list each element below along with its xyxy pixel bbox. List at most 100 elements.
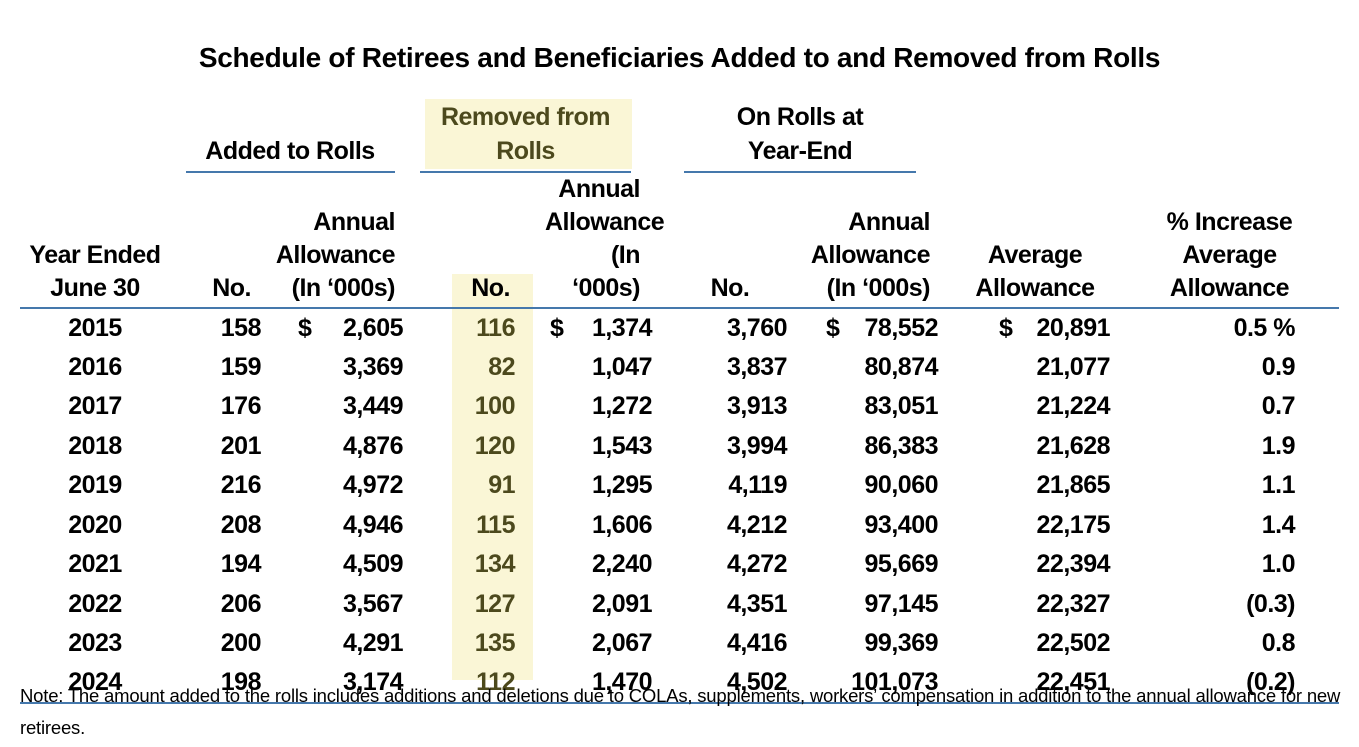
onrolls-allowance-cell: 101,073	[795, 663, 950, 704]
average-allowance-cell: 21,224	[950, 387, 1120, 427]
onrolls-no-cell: 4,416	[726, 629, 788, 658]
average-allowance-value: 21,224	[1036, 392, 1111, 421]
added-allowance-value: 3,567	[342, 589, 404, 618]
added-no-cell: 176	[220, 392, 262, 421]
year-cell: 2015	[68, 313, 122, 342]
removed-allowance-value: 2,091	[591, 589, 653, 618]
average-allowance-cell: 22,327	[950, 585, 1120, 625]
onrolls-no-cell: 4,272	[726, 550, 788, 579]
table-row: 2019 216 4,972 91 1,295 4,119 90,060 21,…	[20, 466, 1339, 506]
average-allowance-value: 22,327	[1036, 589, 1111, 618]
pct-increase-cell: 1.9	[1261, 431, 1296, 460]
table-row: 2015 158 $2,605 116 $1,374 3,760 $78,552…	[20, 308, 1339, 348]
onrolls-no-cell: 4,212	[726, 510, 788, 539]
added-allowance-value: 4,291	[342, 629, 404, 658]
onrolls-allowance-value: 101,073	[851, 668, 938, 697]
allowance-header-line1: Annual	[558, 175, 640, 203]
note-text: Note: The amount added to the rolls incl…	[20, 685, 1341, 738]
removed-allowance-value: 1,543	[591, 431, 653, 460]
retirees-schedule-table: Added to Rolls Removed from Rolls On Rol…	[20, 100, 1339, 704]
spacer-cell	[1120, 100, 1339, 173]
group-header-onrolls-cell: On Rolls at Year-End	[665, 100, 950, 173]
average-allowance-column-header: Average Allowance	[950, 173, 1120, 309]
onrolls-allowance-value: 90,060	[864, 471, 939, 500]
onrolls-no-cell: 3,837	[726, 352, 788, 381]
average-header-line1: Average	[987, 241, 1083, 269]
onrolls-allowance-value: 93,400	[864, 510, 939, 539]
added-allowance-cell: 3,449	[265, 387, 410, 427]
pct-increase-cell: 1.0	[1261, 550, 1296, 579]
added-allowance-cell: 3,174	[265, 663, 410, 704]
removed-allowance-cell: 1,470	[545, 663, 665, 704]
added-no-cell: 206	[220, 589, 262, 618]
removed-allowance-value: 2,067	[591, 629, 653, 658]
onrolls-allowance-cell: 97,145	[795, 585, 950, 625]
average-allowance-cell: 22,502	[950, 624, 1120, 664]
onrolls-allowance-cell: 83,051	[795, 387, 950, 427]
year-cell: 2022	[68, 589, 122, 618]
onrolls-allowance-value: 80,874	[864, 352, 939, 381]
group-header-onrolls-line1: On Rolls at	[736, 103, 864, 131]
removed-allowance-cell: 2,091	[545, 585, 665, 625]
allowance-header-line2: Allowance	[810, 241, 931, 269]
average-allowance-cell: 21,077	[950, 348, 1120, 388]
allowance-header-line2: Allowance	[545, 208, 665, 236]
removed-allowance-cell: 2,067	[545, 624, 665, 664]
added-allowance-cell: 4,946	[265, 506, 410, 546]
removed-allowance-value: 1,606	[591, 510, 653, 539]
removed-allowance-cell: 2,240	[545, 545, 665, 585]
pct-header-line3: Allowance	[1169, 274, 1290, 302]
added-allowance-value: 4,509	[342, 550, 404, 579]
pct-increase-cell: (0.2)	[1120, 663, 1339, 704]
added-no-cell: 159	[220, 352, 262, 381]
year-cell: 2021	[68, 550, 122, 579]
average-allowance-cell: $20,891	[950, 308, 1120, 348]
allowance-header-line3: (In ‘000s)	[291, 274, 396, 302]
removed-allowance-column-header: Annual Allowance (In ‘000s)	[545, 173, 665, 309]
pct-header-line2: Average	[1182, 241, 1277, 269]
pct-increase-cell: 0.7	[1261, 392, 1296, 421]
added-no-cell: 201	[220, 431, 262, 460]
added-allowance-value: 3,449	[342, 392, 404, 421]
group-header-removed-line2: Rolls	[496, 137, 555, 165]
onrolls-allowance-cell: 90,060	[795, 466, 950, 506]
removed-no-column-header: No.	[410, 173, 545, 309]
pct-increase-column-header: % Increase Average Allowance	[1120, 173, 1339, 309]
no-header-label: No.	[471, 274, 510, 302]
onrolls-allowance-value: 78,552	[864, 313, 939, 342]
onrolls-no-column-header: No.	[665, 173, 795, 309]
spacer-cell	[20, 100, 170, 173]
removed-no-cell: 115	[476, 510, 515, 539]
group-header-onrolls-line2: Year-End	[747, 137, 853, 165]
group-header-removed: Removed from Rolls	[420, 100, 631, 173]
removed-header-highlight	[425, 99, 632, 169]
year-cell: 2016	[68, 352, 122, 381]
allowance-header-line1: Annual	[848, 208, 930, 236]
removed-no-cell: 91	[488, 471, 515, 500]
added-allowance-column-header: Annual Allowance (In ‘000s)	[265, 173, 410, 309]
average-allowance-value: 20,891	[1036, 313, 1111, 342]
onrolls-no-cell: 4,119	[728, 471, 787, 500]
pct-increase-cell: 1.1	[1261, 471, 1296, 500]
added-allowance-value: 4,876	[342, 431, 404, 460]
year-header-line1: Year Ended	[29, 241, 161, 269]
average-allowance-value: 21,077	[1036, 352, 1111, 381]
removed-allowance-cell: 1,606	[545, 506, 665, 546]
year-cell: 2020	[68, 510, 122, 539]
year-header-line2: June 30	[50, 274, 140, 302]
removed-allowance-value: 1,295	[591, 471, 653, 500]
average-allowance-cell: 21,865	[950, 466, 1120, 506]
pct-increase-cell: 0.5 %	[1233, 313, 1296, 342]
allowance-header-line3: (In ‘000s)	[572, 241, 640, 302]
average-allowance-cell: 22,451	[950, 663, 1120, 704]
onrolls-allowance-cell: 95,669	[795, 545, 950, 585]
average-allowance-value: 21,628	[1036, 431, 1111, 460]
added-allowance-value: 4,946	[342, 510, 404, 539]
average-header-line2: Allowance	[975, 274, 1095, 302]
added-no-cell: 198	[170, 663, 265, 704]
removed-allowance-value: 2,240	[591, 550, 653, 579]
removed-no-cell: 112	[410, 663, 545, 704]
removed-no-cell: 116	[476, 313, 515, 342]
removed-allowance-value: 1,374	[591, 313, 653, 342]
removed-no-cell: 127	[474, 589, 516, 618]
